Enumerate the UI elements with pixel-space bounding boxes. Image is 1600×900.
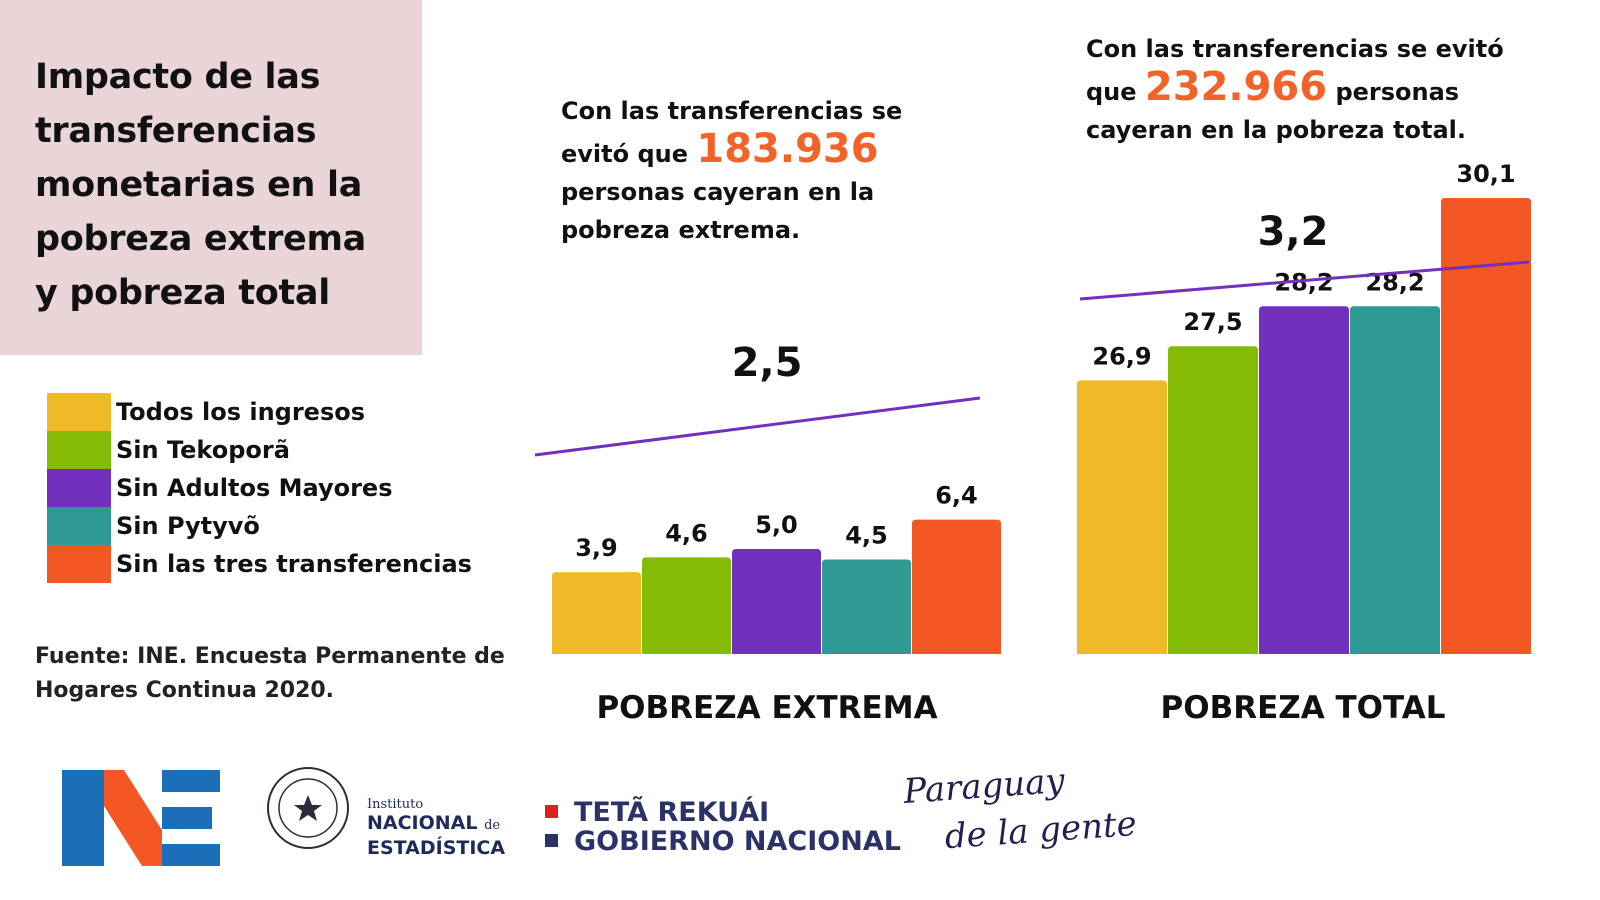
headline-extrema: Con las transferencias se evitó que 183.… bbox=[561, 92, 961, 249]
difference-label: 3,2 bbox=[1258, 209, 1329, 255]
data-label: 3,9 bbox=[575, 534, 618, 562]
ine-logo bbox=[62, 770, 220, 866]
legend-label: Sin las tres transferencias bbox=[116, 550, 472, 578]
data-label: 4,5 bbox=[845, 522, 888, 550]
bar bbox=[732, 549, 821, 654]
logo-footer: Instituto NACIONAL de ESTADÍSTICA TETÃ R… bbox=[0, 750, 1600, 890]
headline-number: 232.966 bbox=[1144, 64, 1328, 110]
trend-line bbox=[1079, 260, 1530, 301]
red-square-icon bbox=[545, 805, 558, 818]
page-title: Impacto de las transferencias monetarias… bbox=[35, 57, 366, 313]
headline-text: personas cayeran en la pobreza extrema. bbox=[561, 178, 875, 244]
bar bbox=[1168, 346, 1258, 654]
title-panel: Impacto de las transferencias monetarias… bbox=[0, 0, 422, 355]
bar bbox=[1077, 380, 1167, 654]
ine-line1: NACIONAL bbox=[367, 812, 478, 834]
data-label: 30,1 bbox=[1456, 160, 1515, 188]
legend-label: Sin Pytyvõ bbox=[116, 512, 260, 540]
legend-label: Todos los ingresos bbox=[116, 398, 365, 426]
source-note: Fuente: INE. Encuesta Permanente de Hoga… bbox=[35, 644, 505, 703]
bar bbox=[1350, 306, 1440, 654]
gobierno-logo: TETÃ REKUÁI GOBIERNO NACIONAL bbox=[545, 798, 901, 856]
data-label: 5,0 bbox=[755, 511, 798, 539]
bar bbox=[912, 519, 1001, 654]
bar-charts: 3,9 4,6 5,0 4,5 6,4 2,5 POBREZA EXTREMA 26,9 27,… bbox=[534, 160, 1531, 726]
bar bbox=[822, 559, 911, 654]
legend-swatch bbox=[47, 469, 111, 507]
difference-label: 2,5 bbox=[732, 340, 803, 386]
data-label: 27,5 bbox=[1183, 308, 1242, 336]
data-label: 6,4 bbox=[935, 482, 978, 510]
ine-de: de bbox=[484, 818, 501, 833]
bar bbox=[1441, 198, 1531, 654]
data-label: 26,9 bbox=[1092, 342, 1151, 370]
legend-swatch bbox=[47, 545, 111, 583]
legend-swatch bbox=[47, 507, 111, 545]
legend-label: Sin Adultos Mayores bbox=[116, 474, 393, 502]
ine-line2: ESTADÍSTICA bbox=[367, 837, 506, 859]
gobierno-line2: GOBIERNO NACIONAL bbox=[574, 826, 901, 857]
legend-swatch bbox=[47, 431, 111, 469]
ine-wordmark: Instituto NACIONAL de ESTADÍSTICA bbox=[367, 797, 505, 859]
headline-total: Con las transferencias se evitó que 232.… bbox=[1086, 30, 1556, 149]
bar bbox=[552, 572, 641, 654]
headline-text: Con las transferencias se evitó que bbox=[561, 97, 903, 168]
headline-text: personas cayeran en la pobreza total. bbox=[1086, 78, 1467, 144]
chart-title: POBREZA TOTAL bbox=[1161, 690, 1446, 726]
headline-text: Con las transferencias se evitó que bbox=[1086, 35, 1504, 106]
headline-number: 183.936 bbox=[696, 126, 879, 172]
bar bbox=[1259, 306, 1349, 654]
ine-small-text: Instituto bbox=[367, 797, 424, 812]
gobierno-line1: TETÃ REKUÁI bbox=[574, 797, 770, 828]
trend-line bbox=[534, 396, 981, 457]
chart-title: POBREZA EXTREMA bbox=[596, 690, 937, 726]
data-label: 4,6 bbox=[665, 519, 708, 547]
bar bbox=[642, 557, 731, 654]
paraguay-logo: Paraguay de la gente bbox=[902, 752, 1138, 864]
legend-label: Sin Tekoporã bbox=[116, 436, 290, 464]
seal-icon bbox=[267, 767, 349, 849]
blue-square-icon bbox=[545, 834, 558, 847]
legend-swatch bbox=[47, 393, 111, 431]
